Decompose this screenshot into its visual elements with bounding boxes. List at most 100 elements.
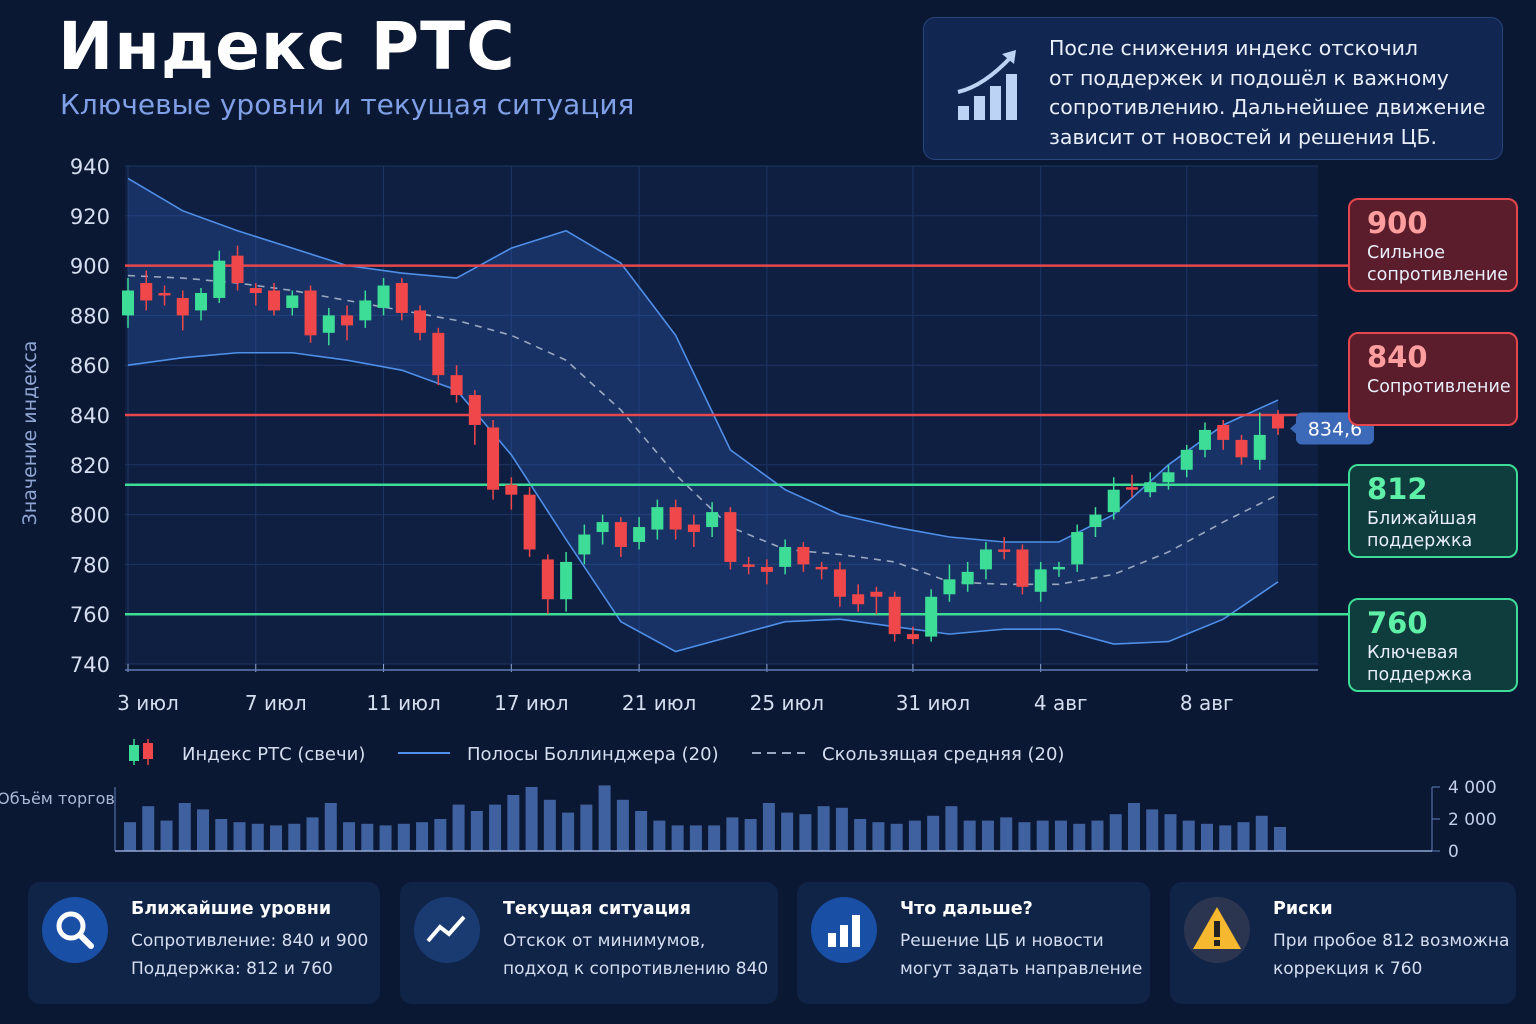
level-value: 812 (1367, 472, 1428, 506)
x-tick-label: 3 июл (117, 691, 179, 715)
candle-body (1198, 429, 1211, 450)
candle-body (906, 634, 919, 640)
candle-body (614, 522, 627, 547)
candle-body (596, 522, 609, 533)
volume-bar (489, 804, 502, 851)
volume-bar (233, 822, 246, 851)
candle-body (1052, 566, 1065, 570)
candle-body (377, 285, 390, 308)
legend-candle (129, 745, 139, 761)
volume-bar (963, 820, 976, 851)
card-title: Ближайшие уровни (131, 899, 332, 919)
volume-tick-label: 2 000 (1448, 810, 1497, 830)
volume-bar (708, 825, 721, 851)
price-tag-label: 834,6 (1308, 418, 1362, 440)
volume-bar (470, 811, 483, 851)
volume-bar (397, 823, 410, 851)
volume-bar (1018, 822, 1031, 851)
candle-body (925, 596, 938, 637)
y-axis-title: Значение индекса (19, 341, 41, 526)
candle-body (286, 295, 299, 308)
volume-bar (781, 812, 794, 851)
level-label: Сильное сопротивление (1367, 243, 1508, 285)
candle-body (1071, 532, 1084, 565)
volume-bar (1146, 809, 1159, 851)
volume-bar (270, 825, 283, 851)
volume-bar (1091, 820, 1104, 851)
candle-body (998, 549, 1011, 552)
volume-bar (981, 820, 994, 851)
candle-body (158, 292, 171, 296)
card-line: Поддержка: 812 и 760 (131, 959, 333, 979)
volume-bar (799, 814, 812, 851)
volume-bar (324, 803, 337, 851)
volume-bar (1274, 827, 1286, 851)
candle-body (815, 566, 828, 570)
candle-body (195, 292, 208, 311)
callout-line: от поддержек и подошёл к важному (1049, 65, 1449, 90)
volume-bar (1164, 814, 1177, 851)
volume-bar (598, 785, 611, 851)
level-value: 900 (1367, 206, 1428, 240)
y-tick-label: 760 (70, 603, 110, 627)
candle-body (487, 427, 500, 490)
candle-body (213, 260, 226, 298)
y-tick-label: 880 (70, 304, 110, 328)
candle-body (651, 507, 664, 530)
volume-bar (1255, 815, 1268, 851)
candle-body (414, 310, 427, 333)
card-icon (811, 897, 877, 963)
y-tick-label: 840 (70, 404, 110, 428)
candle-body (852, 594, 865, 605)
card-line: Решение ЦБ и новости (900, 931, 1104, 951)
volume-bar (580, 804, 593, 851)
volume-bar (197, 809, 210, 851)
candle-body (359, 300, 372, 321)
volume-bar (434, 819, 447, 851)
candle-body (943, 579, 956, 595)
volume-bar (671, 825, 684, 851)
volume-bar (306, 817, 319, 851)
candle-body (176, 297, 189, 316)
candle-body (669, 507, 682, 530)
volume-bar (854, 819, 867, 851)
level-label: Ближайшая поддержка (1367, 509, 1477, 551)
y-tick-label: 780 (70, 553, 110, 577)
candle-body (395, 283, 408, 313)
x-tick-label: 11 июл (366, 691, 440, 715)
volume-bar (890, 823, 903, 851)
legend-label: Индекс РТС (свечи) (182, 744, 365, 765)
callout: После снижения индекс отскочил от поддер… (923, 17, 1503, 160)
volume-bar (1127, 803, 1140, 851)
volume-bar (835, 807, 848, 851)
candle-body (468, 395, 481, 425)
volume-bar (525, 787, 538, 851)
volume-bar (1200, 823, 1213, 851)
volume-bar (379, 825, 392, 851)
volume-bar (908, 820, 921, 851)
card-icon (414, 897, 480, 963)
candle-body (541, 559, 554, 600)
candle-body (742, 564, 755, 567)
volume-bar (562, 812, 575, 851)
candle-body (432, 332, 445, 376)
info-card: Ближайшие уровни Сопротивление: 840 и 900… (28, 882, 380, 1004)
level-label: Ключевая поддержка (1367, 643, 1473, 685)
candle-body (1272, 415, 1284, 429)
x-tick-label: 8 авг (1180, 691, 1234, 715)
candle-body (779, 546, 792, 567)
volume-bar (1219, 825, 1232, 851)
volume-bar (744, 819, 757, 851)
candle-body (1107, 489, 1120, 513)
candle-body (706, 512, 719, 528)
volume-bar (927, 815, 940, 851)
level-box: 812 Ближайшая поддержка (1348, 464, 1518, 558)
x-tick-label: 21 июл (622, 691, 696, 715)
candle-body (523, 494, 536, 550)
volume-bar (945, 806, 958, 851)
card-title: Риски (1273, 899, 1333, 919)
callout-line: зависит от новостей и решения ЦБ. (1049, 124, 1438, 149)
volume-bar (762, 803, 775, 851)
candle-body (1089, 514, 1102, 528)
